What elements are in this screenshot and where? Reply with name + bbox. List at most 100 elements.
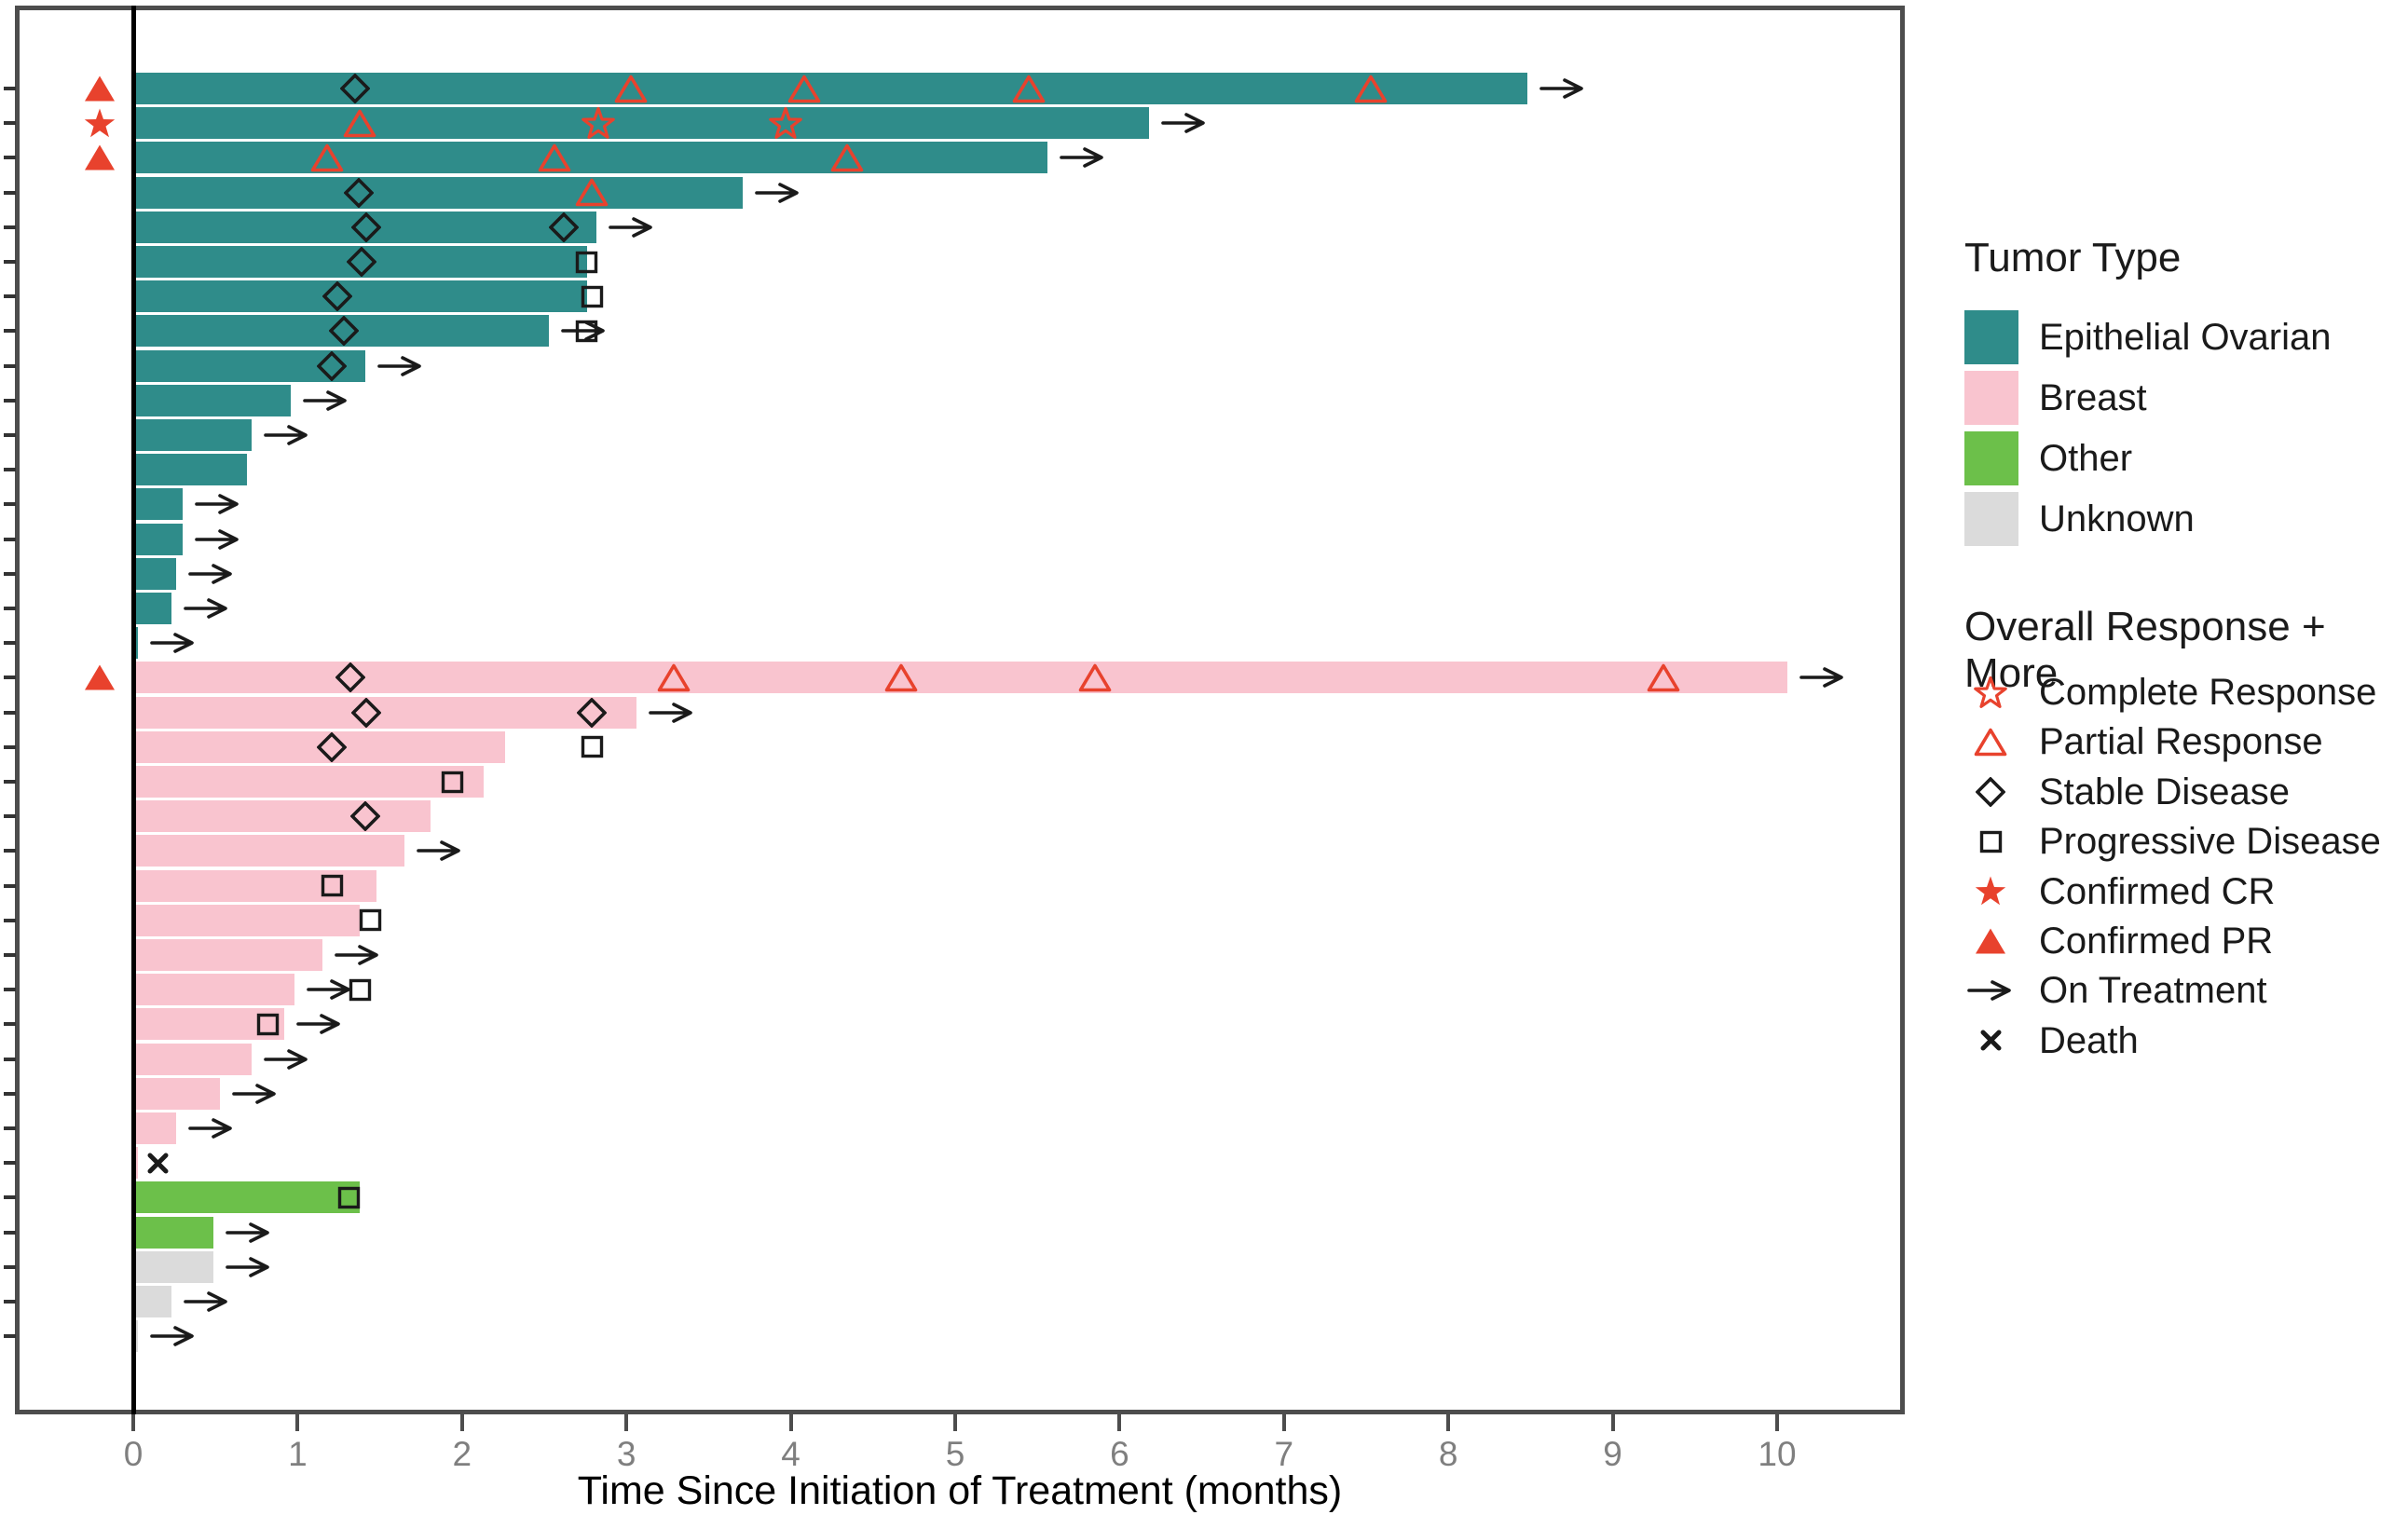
x-axis-tick: [1446, 1414, 1451, 1431]
y-axis-tick: [4, 918, 16, 922]
patient-bar-33: [136, 1181, 361, 1214]
on-treatment-arrow-icon: [307, 977, 353, 1002]
on-treatment-arrow-icon: [1059, 145, 1106, 170]
legend-title-tumor-type: Tumor Type: [1964, 235, 2182, 280]
death-x-icon: [1979, 1029, 2003, 1052]
partial-response-triangle-icon: [1647, 663, 1680, 692]
progressive-disease-square-icon: [321, 874, 344, 897]
patient-bar-35: [136, 1250, 214, 1283]
on-treatment-arrow-icon: [755, 181, 801, 205]
partial-response-triangle-icon: [1012, 75, 1046, 103]
on-treatment-arrow-icon: [648, 701, 695, 725]
patient-bar-21: [136, 766, 484, 798]
y-axis-tick: [4, 433, 16, 437]
progressive-disease-square-icon: [349, 978, 372, 1002]
progressive-disease-square-icon: [1979, 830, 2003, 853]
patient-bar-30: [136, 1077, 221, 1110]
x-axis-tick: [1610, 1414, 1615, 1431]
on-treatment-arrow-icon: [195, 492, 241, 516]
on-treatment-arrow-icon: [296, 1012, 343, 1036]
stable-disease-diamond-icon: [548, 212, 580, 243]
on-treatment-arrow-icon: [303, 389, 349, 413]
y-axis-tick: [4, 398, 16, 403]
patient-bar-13: [136, 488, 183, 521]
x-axis-tick-label: 6: [1110, 1435, 1129, 1473]
progressive-disease-square-icon: [337, 1186, 361, 1209]
on-treatment-arrow-icon: [335, 943, 381, 967]
patient-bar-19: [136, 696, 636, 729]
x-axis-tick-label: 2: [452, 1435, 472, 1473]
partial-response-triangle-icon: [575, 178, 609, 207]
on-treatment-arrow-icon: [183, 1290, 230, 1314]
legend-label: Epithelial Ovarian: [2039, 317, 2332, 358]
y-axis-tick: [4, 1300, 16, 1303]
stable-disease-diamond-icon: [1975, 776, 2006, 808]
y-axis-tick: [4, 988, 16, 992]
patient-bar-18: [136, 662, 1787, 694]
y-axis-tick: [4, 849, 16, 853]
partial-response-triangle-icon: [1078, 663, 1112, 692]
y-axis-tick: [4, 260, 16, 264]
x-axis-tick: [953, 1414, 957, 1431]
on-treatment-arrow-icon: [264, 423, 310, 447]
on-treatment-arrow-icon: [226, 1255, 272, 1279]
y-axis-tick: [4, 225, 16, 229]
stable-disease-diamond-icon: [339, 73, 371, 104]
y-axis-tick: [4, 814, 16, 819]
legend-label: Breast: [2039, 377, 2147, 418]
y-axis-tick: [4, 744, 16, 749]
patient-bar-2: [136, 107, 1150, 140]
y-axis-tick: [4, 363, 16, 368]
patient-bar-12: [136, 454, 247, 486]
progressive-disease-square-icon: [359, 908, 382, 932]
on-treatment-arrow-icon: [264, 1047, 310, 1071]
legend-label: On Treatment: [2039, 970, 2267, 1012]
y-axis-tick: [4, 1264, 16, 1269]
patient-bar-15: [136, 557, 176, 590]
y-axis-tick: [4, 468, 16, 472]
progressive-disease-square-icon: [575, 251, 598, 274]
x-axis-title: Time Since Initiation of Treatment (mont…: [577, 1468, 1343, 1513]
on-treatment-arrow-icon: [188, 1116, 235, 1140]
on-treatment-arrow-icon: [609, 215, 655, 239]
patient-bar-32: [136, 1147, 139, 1180]
progressive-disease-square-icon: [581, 285, 604, 308]
legend-label: Complete Response: [2039, 672, 2377, 713]
stable-disease-diamond-icon: [328, 315, 360, 347]
x-axis-tick-label: 0: [123, 1435, 144, 1473]
legend-label: Death: [2039, 1019, 2139, 1061]
patient-bar-37: [136, 1320, 139, 1353]
on-treatment-arrow-icon: [150, 631, 197, 655]
y-axis-tick: [4, 1334, 16, 1339]
stable-disease-diamond-icon: [343, 177, 375, 209]
confirmed-pr-filled-triangle-icon: [84, 143, 116, 171]
legend-label: Partial Response: [2039, 721, 2323, 763]
patient-bar-29: [136, 1043, 252, 1075]
confirmed-pr-filled-triangle-icon: [84, 663, 116, 691]
y-axis-tick: [4, 676, 16, 680]
on-treatment-arrow-icon: [150, 1324, 197, 1348]
patient-bar-34: [136, 1216, 214, 1249]
patient-bar-3: [136, 142, 1047, 174]
patient-bar-31: [136, 1112, 176, 1144]
legend-swatch-breast: [1964, 371, 2018, 425]
complete-response-star-icon: [1973, 676, 2008, 710]
y-axis-tick: [4, 607, 16, 610]
x-axis-tick: [624, 1414, 629, 1431]
complete-response-star-icon: [581, 106, 616, 141]
stable-disease-diamond-icon: [322, 280, 353, 312]
stable-disease-diamond-icon: [316, 350, 348, 382]
partial-response-triangle-icon: [538, 143, 571, 172]
y-axis-tick: [4, 87, 16, 90]
on-treatment-arrow-icon: [1539, 76, 1586, 101]
legend: Tumor Type Epithelial Ovarian Breast Other…: [1953, 0, 2408, 1515]
y-axis-tick: [4, 1091, 16, 1096]
x-axis-tick-label: 8: [1438, 1435, 1458, 1473]
legend-swatch-unknown: [1964, 492, 2018, 546]
patient-bar-27: [136, 974, 294, 1006]
on-treatment-arrow-icon: [417, 839, 463, 863]
x-axis-tick: [1117, 1414, 1122, 1431]
patient-bar-16: [136, 593, 171, 624]
on-treatment-arrow-icon: [376, 354, 424, 378]
